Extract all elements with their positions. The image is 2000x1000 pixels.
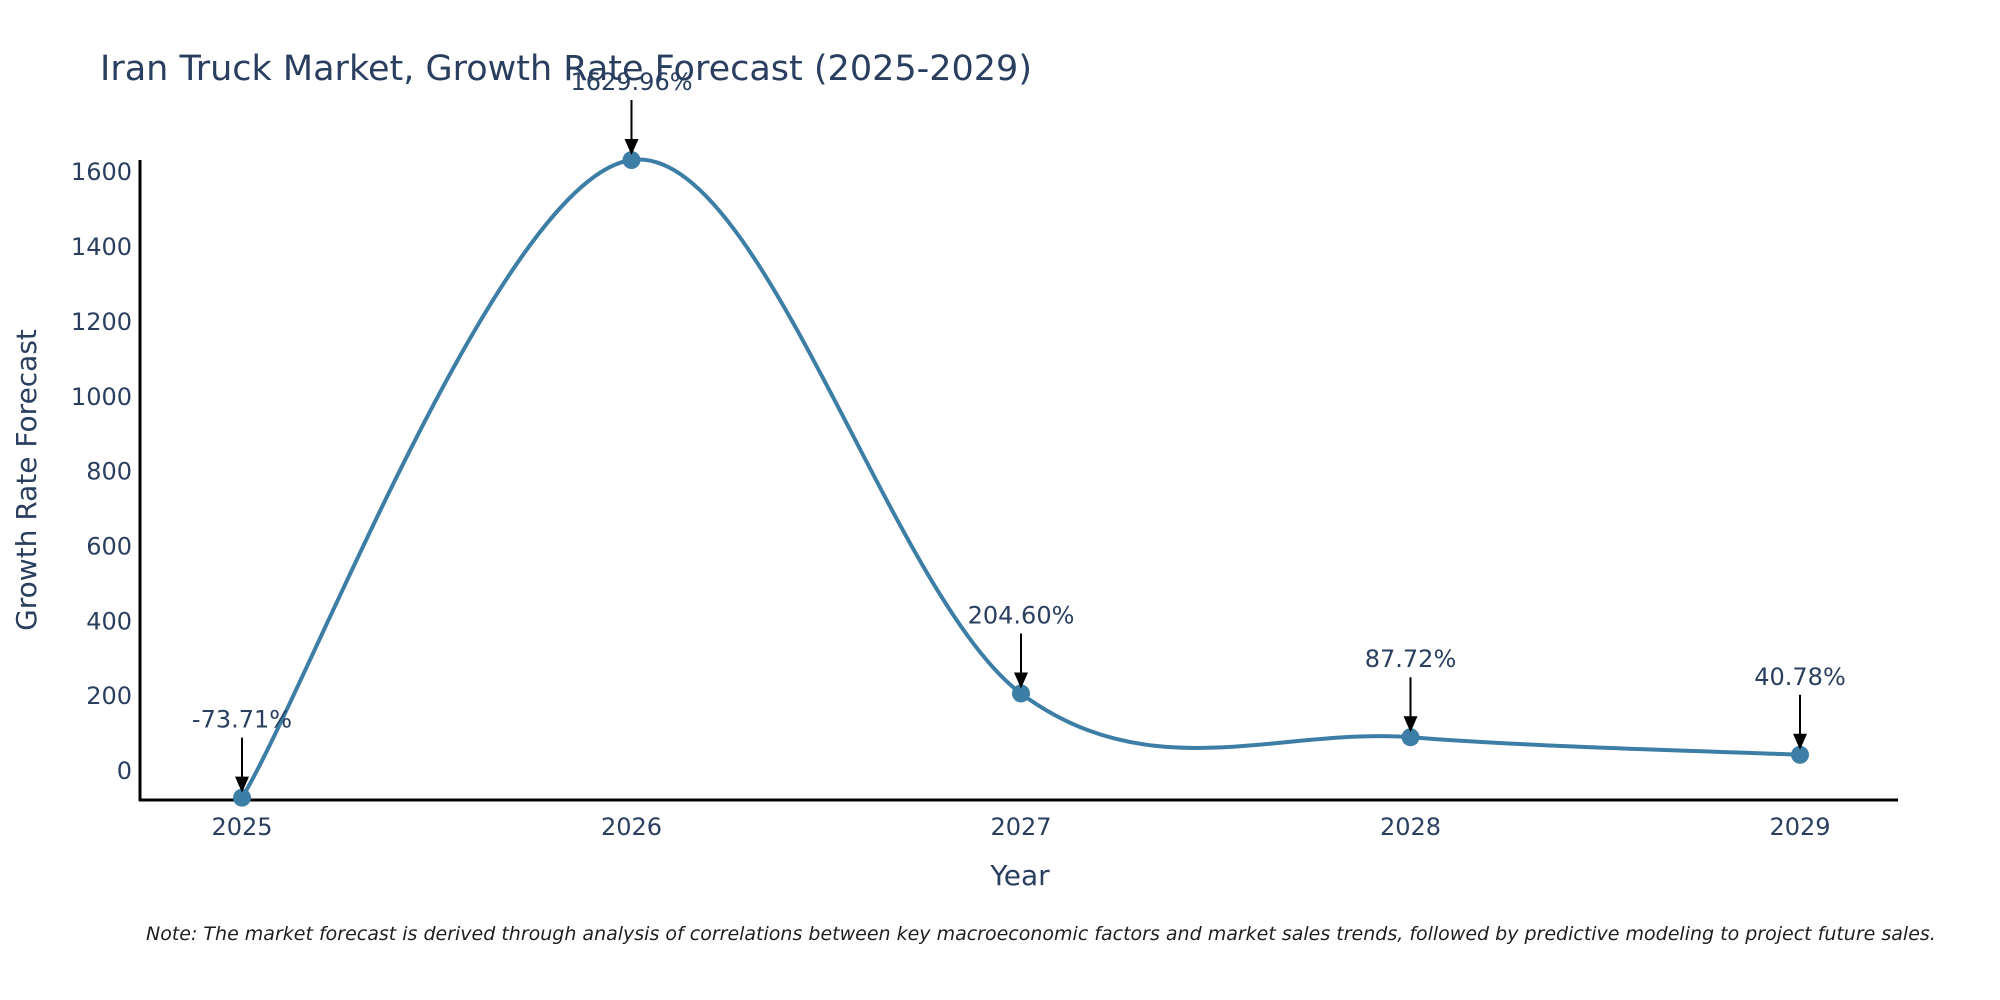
annotation-arrow-head — [1014, 672, 1028, 689]
annotation-arrow-head — [1403, 716, 1418, 733]
y-tick-label: 0 — [117, 757, 132, 785]
series-layer — [233, 151, 1809, 807]
annotation-arrow-head — [235, 776, 249, 793]
y-axis-title: Growth Rate Forecast — [10, 329, 43, 631]
data-point — [622, 151, 641, 170]
data-point — [1012, 684, 1030, 703]
y-tick-label: 400 — [86, 607, 132, 635]
data-label-annotation: 40.78% — [1754, 663, 1846, 750]
y-axis-ticks: 0 200 400 600 800 1000 1200 1400 1600 — [71, 158, 132, 785]
annotations-layer: -73.71% 1629.96% 204.60% 87.72% 40.78% — [192, 68, 1846, 793]
x-tick-label: 2028 — [1380, 813, 1441, 841]
y-tick-label: 1200 — [71, 308, 132, 336]
series-line — [240, 157, 1801, 799]
data-label: 1629.96% — [570, 68, 692, 96]
data-point — [1791, 745, 1809, 764]
y-tick-label: 1000 — [71, 383, 132, 411]
annotation-arrow-head — [1793, 733, 1807, 750]
footnote: Note: The market forecast is derived thr… — [146, 923, 1936, 945]
data-label-annotation: 1629.96% — [570, 68, 693, 156]
annotation-arrow-head — [624, 139, 639, 156]
data-label-annotation: -73.71% — [192, 706, 292, 793]
y-tick-label: 600 — [86, 532, 132, 560]
data-label: 204.60% — [968, 601, 1075, 629]
x-axis-title: Year — [989, 859, 1050, 892]
y-tick-label: 800 — [86, 458, 132, 486]
y-tick-label: 1400 — [71, 233, 132, 261]
data-label: 87.72% — [1365, 645, 1457, 673]
data-label-annotation: 204.60% — [968, 601, 1075, 689]
chart-title: Iran Truck Market, Growth Rate Forecast … — [100, 49, 1032, 89]
data-point — [233, 788, 251, 807]
x-axis-ticks: 2025 2026 2027 2028 2029 — [211, 813, 1830, 841]
y-tick-label: 1600 — [71, 158, 132, 186]
y-tick-label: 200 — [86, 682, 132, 710]
x-tick-label: 2027 — [990, 813, 1051, 841]
x-tick-label: 2029 — [1769, 813, 1830, 841]
data-point — [1401, 728, 1420, 747]
data-label: -73.71% — [192, 706, 292, 734]
data-label: 40.78% — [1754, 663, 1846, 691]
x-tick-label: 2025 — [211, 813, 272, 841]
x-tick-label: 2026 — [601, 813, 662, 841]
data-label-annotation: 87.72% — [1365, 645, 1457, 733]
